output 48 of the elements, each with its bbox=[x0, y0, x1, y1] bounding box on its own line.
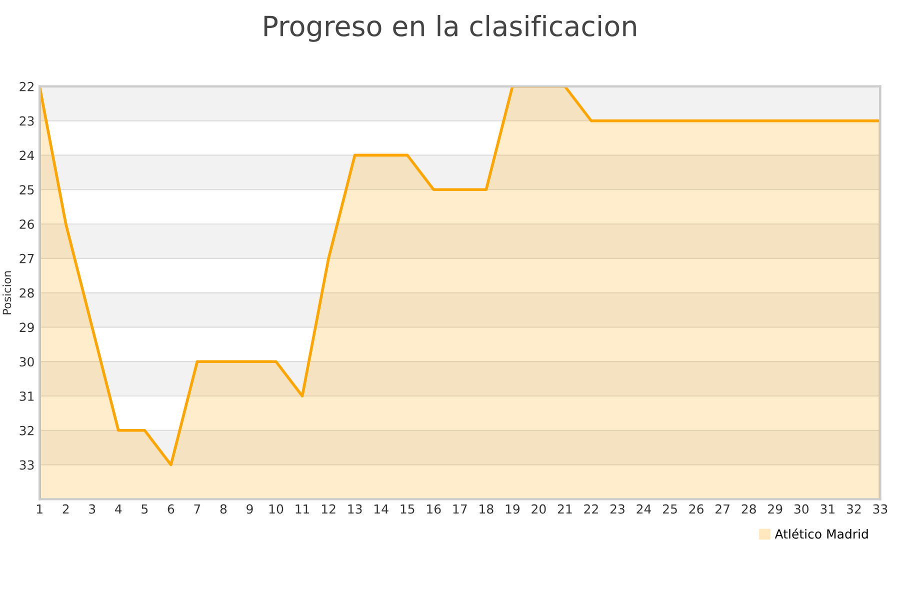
y-tick-label: 27 bbox=[20, 254, 34, 264]
y-tick-label: 28 bbox=[20, 288, 34, 298]
legend-label: Atlético Madrid bbox=[774, 528, 868, 539]
x-tick-label: 13 bbox=[348, 504, 362, 514]
x-tick-label: 21 bbox=[558, 504, 572, 514]
chart-title: Progreso en la clasificacion bbox=[264, 15, 636, 42]
x-tick-label: 1 bbox=[36, 504, 42, 514]
x-tick-label: 23 bbox=[610, 504, 624, 514]
y-tick-label: 25 bbox=[20, 185, 34, 195]
y-tick-label: 29 bbox=[20, 322, 34, 332]
y-axis-title: Posicion bbox=[2, 271, 12, 314]
y-tick-label: 31 bbox=[20, 391, 34, 401]
x-tick-label: 15 bbox=[400, 504, 414, 514]
x-tick-label: 30 bbox=[794, 504, 809, 514]
x-tick-label: 29 bbox=[768, 504, 782, 514]
y-tick-label: 33 bbox=[20, 460, 34, 470]
x-tick-label: 27 bbox=[716, 504, 730, 514]
x-tick-label: 4 bbox=[115, 504, 122, 514]
x-tick-label: 31 bbox=[820, 504, 834, 514]
x-tick-label: 26 bbox=[689, 504, 704, 514]
x-tick-label: 14 bbox=[374, 504, 388, 514]
x-tick-label: 18 bbox=[480, 504, 494, 514]
x-tick-label: 19 bbox=[506, 504, 520, 514]
x-tick-label: 22 bbox=[584, 504, 598, 514]
y-tick-label: 30 bbox=[20, 357, 34, 367]
x-tick-label: 2 bbox=[62, 504, 69, 514]
x-tick-label: 9 bbox=[246, 504, 253, 514]
y-tick-label: 22 bbox=[20, 82, 34, 92]
x-tick-label: 32 bbox=[846, 504, 861, 514]
x-tick-label: 16 bbox=[427, 504, 441, 514]
x-tick-label: 12 bbox=[322, 504, 336, 514]
y-tick-label: 24 bbox=[20, 150, 34, 160]
x-tick-label: 11 bbox=[296, 504, 310, 514]
x-tick-label: 24 bbox=[636, 504, 652, 514]
x-tick-label: 7 bbox=[194, 504, 200, 514]
x-tick-label: 3 bbox=[89, 504, 96, 514]
y-tick-label: 32 bbox=[20, 426, 34, 436]
x-tick-label: 28 bbox=[742, 504, 756, 514]
x-tick-label: 20 bbox=[532, 504, 546, 514]
x-tick-label: 8 bbox=[220, 504, 227, 514]
x-tick-label: 17 bbox=[453, 504, 467, 514]
x-tick-label: 6 bbox=[168, 504, 174, 514]
x-tick-label: 33 bbox=[873, 504, 888, 514]
x-tick-label: 25 bbox=[663, 504, 677, 514]
x-tick-label: 10 bbox=[269, 504, 284, 514]
y-tick-label: 23 bbox=[20, 116, 34, 126]
y-tick-label: 26 bbox=[20, 219, 34, 229]
x-tick-label: 5 bbox=[142, 504, 148, 514]
